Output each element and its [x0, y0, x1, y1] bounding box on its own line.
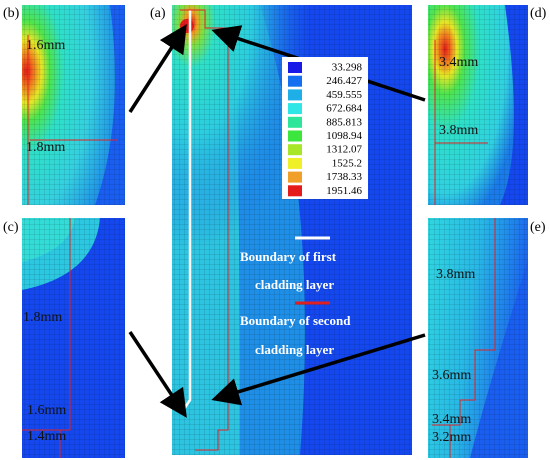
- arrows: [128, 24, 426, 418]
- legend-value: 1738.33: [326, 171, 362, 183]
- legend-swatch: [288, 144, 302, 156]
- legend-value: 1525.2: [332, 157, 362, 169]
- legend-swatch: [288, 89, 302, 101]
- panel-b: [22, 5, 125, 205]
- annotation: 3.8mm: [436, 267, 475, 282]
- legend-swatch: [288, 130, 302, 142]
- boundary-text: Boundary of first: [240, 249, 337, 264]
- legend-value: 885.813: [326, 116, 362, 128]
- legend-value: 1098.94: [326, 130, 362, 142]
- legend-value: 672.684: [326, 103, 362, 115]
- boundary-text: Boundary of second: [240, 313, 351, 328]
- legend-value: 459.555: [326, 89, 362, 101]
- annotation: 3.4mm: [432, 412, 471, 427]
- legend-value: 33.298: [332, 62, 363, 74]
- annotation: 3.2mm: [432, 430, 471, 445]
- annotation: 1.4mm: [27, 429, 66, 444]
- annotation: 1.6mm: [26, 38, 65, 53]
- legend-swatch: [288, 116, 302, 128]
- annotation: 3.6mm: [432, 368, 471, 383]
- annotation: 1.8mm: [23, 310, 62, 325]
- panel-label: (b): [3, 6, 20, 21]
- legend-value: 246.427: [326, 75, 362, 87]
- panel-label: (e): [530, 220, 546, 235]
- legend-swatch: [288, 185, 302, 197]
- panel-label: (d): [530, 6, 547, 21]
- panel-d: [428, 5, 528, 205]
- legend-value: 1312.07: [326, 144, 362, 156]
- annotation: 3.4mm: [439, 55, 478, 70]
- panel-c: [22, 218, 125, 458]
- boundary-text: cladding layer: [255, 342, 334, 357]
- legend-swatch: [288, 171, 302, 183]
- legend-swatch: [288, 62, 302, 73]
- legend-swatch: [288, 103, 302, 115]
- legend-value: 1951.46: [326, 185, 362, 197]
- legend-swatch: [288, 75, 302, 87]
- annotation: 3.8mm: [439, 123, 478, 138]
- annotation: 1.6mm: [27, 403, 66, 418]
- legend-swatch: [288, 157, 302, 169]
- boundary-text: cladding layer: [255, 277, 334, 292]
- panel-label: (a): [150, 6, 166, 21]
- panel-e: [428, 218, 528, 458]
- panel-label: (c): [3, 220, 19, 235]
- annotation: 1.8mm: [26, 140, 65, 155]
